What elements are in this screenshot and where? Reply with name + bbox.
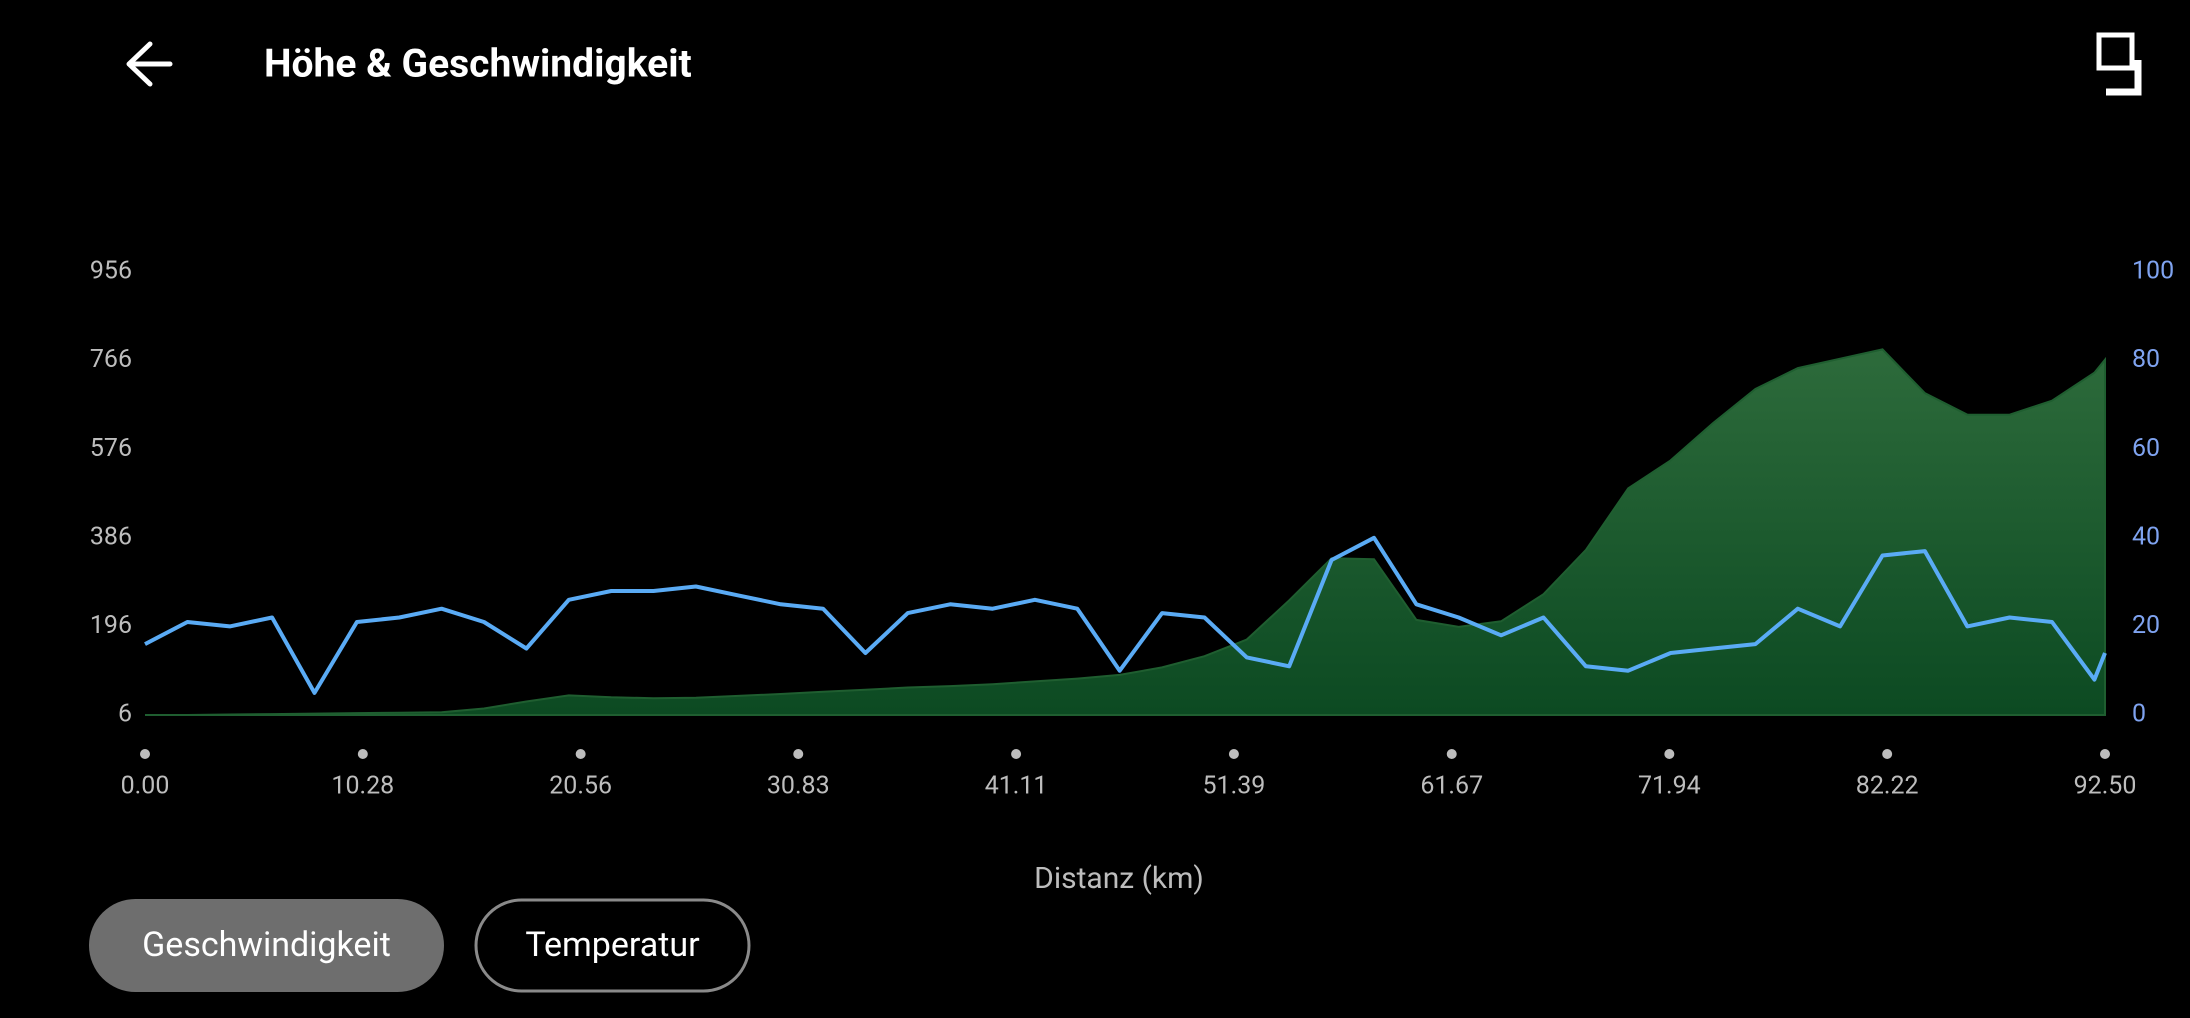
x-tick-dot [1446,749,1457,759]
speed-line [144,535,2107,695]
x-tick-label: 82.22 [1856,772,1919,801]
x-tick-label: 20.56 [549,772,612,801]
fullscreen-button[interactable] [2096,32,2142,96]
y2-tick-label: 80 [2132,345,2160,374]
elevation-area [145,348,2106,716]
x-tick-dot [575,749,586,759]
x-tick-label: 30.83 [767,772,830,801]
x-tick-dot [793,749,804,759]
back-button[interactable] [126,41,173,87]
speed-button[interactable]: Geschwindigkeit [89,899,444,992]
button-label: Geschwindigkeit [142,925,391,965]
y2-tick-label: 40 [2132,522,2160,551]
y2-tick-label: 60 [2132,434,2160,463]
y-tick-label: 956 [90,257,132,286]
x-tick-dot [1882,749,1893,759]
x-tick-dot [1011,749,1022,759]
y-tick-label: 766 [90,345,132,374]
x-tick-label: 71.94 [1638,772,1701,801]
x-tick-dot [1228,749,1239,759]
y-tick-label: 6 [118,700,132,729]
x-tick-label: 10.28 [331,772,394,801]
x-tick-label: 92.50 [2074,772,2137,801]
button-label: Temperatur [525,925,700,965]
page-title: Höhe & Geschwindigkeit [264,40,692,86]
x-tick-label: 0.00 [121,772,170,801]
x-tick-dot [357,749,368,759]
x-axis-label: Distanz (km) [1034,861,1204,896]
y-tick-label: 196 [90,611,132,640]
x-tick-dot [1664,749,1675,759]
x-tick-label: 61.67 [1420,772,1483,801]
y2-tick-label: 20 [2132,611,2160,640]
x-tick-label: 51.39 [1203,772,1266,801]
y2-tick-label: 100 [2132,257,2174,286]
y-tick-label: 576 [90,434,132,463]
temperature-button[interactable]: Temperatur [474,898,751,993]
x-tick-dot [140,749,150,759]
y2-tick-label: 0 [2132,700,2146,729]
x-tick-label: 41.11 [985,772,1048,801]
x-tick-dot [2100,749,2110,759]
y-tick-label: 386 [90,522,132,551]
